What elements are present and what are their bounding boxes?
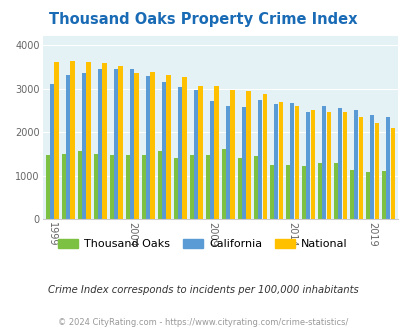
Bar [226,106,230,219]
Bar [150,72,154,219]
Bar [82,73,86,219]
Text: © 2024 CityRating.com - https://www.cityrating.com/crime-statistics/: © 2024 CityRating.com - https://www.city… [58,318,347,327]
Bar [342,112,346,219]
Bar [353,111,358,219]
Bar [166,75,171,219]
Bar [390,128,394,219]
Bar [385,116,390,219]
Bar [109,155,114,219]
Bar [369,115,373,219]
Bar [301,166,305,219]
Bar [102,63,107,219]
Bar [146,76,150,219]
Bar [134,73,139,219]
Bar [326,112,330,219]
Bar [205,155,209,219]
Bar [241,107,246,219]
Bar [333,163,337,219]
Text: Thousand Oaks Property Crime Index: Thousand Oaks Property Crime Index [49,12,356,26]
Bar [198,86,202,219]
Bar [157,150,162,219]
Bar [290,104,294,219]
Bar [182,77,186,219]
Bar [189,155,194,219]
Bar [162,82,166,219]
Bar [214,86,218,219]
Legend: Thousand Oaks, California, National: Thousand Oaks, California, National [54,234,351,253]
Bar [349,170,353,219]
Bar [118,66,122,219]
Bar [358,116,362,219]
Bar [209,101,214,219]
Bar [278,102,282,219]
Bar [337,108,341,219]
Bar [285,165,289,219]
Bar [126,155,130,219]
Bar [237,157,241,219]
Bar [258,100,262,219]
Bar [66,75,70,219]
Bar [54,62,59,219]
Bar [130,69,134,219]
Bar [77,150,82,219]
Bar [62,154,66,219]
Bar [246,91,250,219]
Bar [70,61,75,219]
Bar [178,87,182,219]
Bar [269,164,273,219]
Bar [141,155,146,219]
Bar [273,104,278,219]
Bar [230,90,234,219]
Bar [310,110,314,219]
Bar [45,155,50,219]
Bar [365,172,369,219]
Bar [194,90,198,219]
Bar [317,163,321,219]
Bar [373,123,378,219]
Bar [321,106,326,219]
Bar [50,84,54,219]
Bar [94,154,98,219]
Bar [221,149,226,219]
Bar [294,106,298,219]
Bar [253,156,258,219]
Bar [305,112,310,219]
Bar [173,157,177,219]
Bar [262,94,266,219]
Bar [381,171,385,219]
Bar [114,69,118,219]
Text: Crime Index corresponds to incidents per 100,000 inhabitants: Crime Index corresponds to incidents per… [47,285,358,295]
Bar [98,69,102,219]
Bar [86,62,91,219]
